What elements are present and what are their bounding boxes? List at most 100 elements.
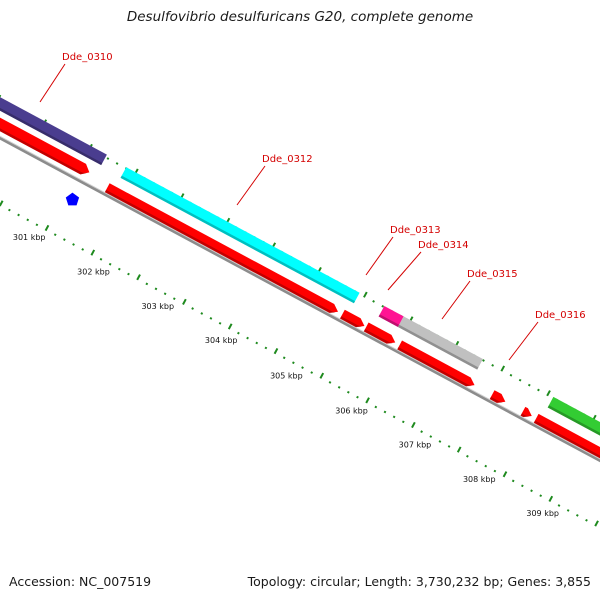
tick-mark xyxy=(491,364,495,367)
tick-mark xyxy=(518,378,522,382)
tick-mark xyxy=(117,267,121,271)
tick-mark xyxy=(509,373,513,377)
cog-bar-dde0315 xyxy=(397,316,483,370)
tick-mark xyxy=(310,371,314,374)
tick-mark xyxy=(0,200,4,207)
tick-mark xyxy=(557,504,561,507)
cog-bar-dde0310 xyxy=(0,97,107,166)
tick-mark xyxy=(337,385,341,389)
cds-small-b xyxy=(520,406,532,418)
gene-label-dde-0312: Dde_0312 xyxy=(236,154,313,206)
gene-label-dde-0316: Dde_0316 xyxy=(508,310,586,361)
tick-mark xyxy=(106,157,110,160)
cds-dde0310 xyxy=(0,117,90,175)
tick-mark xyxy=(255,341,259,345)
blue-feature-marker xyxy=(65,192,80,206)
tick-mark xyxy=(546,390,551,397)
tick-mark xyxy=(99,257,103,261)
lower-tick-row xyxy=(0,200,599,527)
tick-mark xyxy=(90,249,96,256)
tick-mark xyxy=(511,479,515,483)
cds-dde0316 xyxy=(533,413,600,459)
tick-mark xyxy=(365,397,370,404)
kbp-label: 308 kbp xyxy=(463,475,496,484)
tick-mark xyxy=(172,297,176,301)
tick-mark xyxy=(154,287,158,291)
tick-mark xyxy=(53,233,57,237)
genome-backbone xyxy=(0,136,600,463)
tick-mark xyxy=(163,292,167,296)
kbp-label: 304 kbp xyxy=(205,336,238,345)
tick-mark xyxy=(537,388,540,392)
tick-mark xyxy=(502,471,508,478)
tick-mark xyxy=(374,405,378,409)
tick-mark xyxy=(72,243,75,246)
cog-bar-dde0312 xyxy=(120,167,360,304)
tick-mark xyxy=(227,323,233,330)
tick-mark xyxy=(319,372,325,379)
kbp-label: 307 kbp xyxy=(399,440,432,449)
gene-label-dde-0313: Dde_0313 xyxy=(365,225,441,276)
tick-mark xyxy=(401,420,405,424)
gene-label-text: Dde_0310 xyxy=(62,52,113,63)
tick-mark xyxy=(363,291,368,298)
tick-mark xyxy=(372,300,375,303)
tick-mark xyxy=(594,520,599,527)
cds-dde0315 xyxy=(397,340,475,387)
tick-mark xyxy=(484,464,488,468)
tick-mark xyxy=(456,446,462,453)
kbp-label: 305 kbp xyxy=(270,371,303,380)
tick-mark xyxy=(381,304,385,308)
tick-mark xyxy=(182,298,187,305)
cds-dde0314 xyxy=(363,322,396,344)
tick-mark xyxy=(81,248,85,251)
tick-mark xyxy=(127,272,130,276)
gene-label-text: Dde_0314 xyxy=(418,240,469,251)
cds-dde0313 xyxy=(340,309,365,328)
tick-mark xyxy=(585,518,588,522)
tick-mark xyxy=(420,430,423,434)
tick-mark xyxy=(35,223,39,227)
tick-mark xyxy=(108,262,112,266)
tick-mark xyxy=(218,321,222,325)
tick-mark xyxy=(136,274,141,281)
tick-mark xyxy=(44,224,50,232)
tick-mark xyxy=(493,469,497,473)
map-title: Desulfovibrio desulfuricans G20, complet… xyxy=(126,9,474,25)
genome-track: 301 kbp 302 kbp 303 kbp 304 kbp 305 kbp 306 k… xyxy=(0,52,600,527)
tick-mark xyxy=(17,213,20,217)
tick-mark xyxy=(301,366,304,369)
tick-mark xyxy=(447,445,451,448)
cds-dde0312 xyxy=(104,183,339,313)
tick-mark xyxy=(575,514,579,517)
tick-mark xyxy=(200,312,204,315)
tick-mark xyxy=(115,162,119,165)
gene-label-dde-0314: Dde_0314 xyxy=(387,240,469,291)
cog-bar-dde0313 xyxy=(378,305,404,327)
gene-label-text: Dde_0313 xyxy=(390,225,441,236)
tick-mark xyxy=(209,317,213,320)
gene-label-text: Dde_0312 xyxy=(262,154,313,165)
gene-label-text: Dde_0316 xyxy=(535,310,586,321)
tick-mark xyxy=(237,331,240,335)
tick-mark xyxy=(475,459,478,463)
tick-mark xyxy=(282,356,286,360)
kbp-label: 303 kbp xyxy=(141,302,174,311)
kbp-label: 306 kbp xyxy=(335,406,368,415)
kbp-label: 301 kbp xyxy=(13,233,46,242)
tick-mark xyxy=(145,282,149,286)
tick-mark xyxy=(482,359,485,362)
gene-label-dde-0310: Dde_0310 xyxy=(39,52,113,103)
cog-bar-dde0316 xyxy=(547,396,600,436)
gene-label-text: Dde_0315 xyxy=(467,269,518,280)
gene-label-dde-0315: Dde_0315 xyxy=(441,269,518,320)
tick-mark xyxy=(383,410,387,414)
tick-mark xyxy=(530,489,533,493)
cds-small-a xyxy=(489,390,506,403)
kbp-label: 309 kbp xyxy=(526,509,559,518)
tick-mark xyxy=(466,454,469,458)
tick-mark xyxy=(264,346,268,350)
tick-mark xyxy=(539,494,543,498)
tick-mark xyxy=(527,383,531,387)
